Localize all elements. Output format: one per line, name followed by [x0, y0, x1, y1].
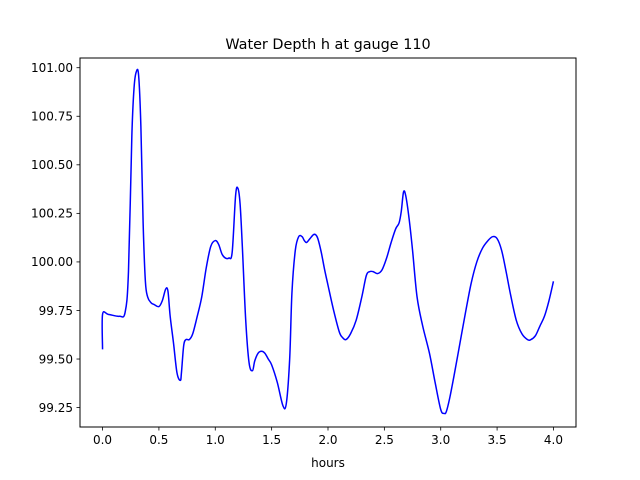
y-tick-label: 99.75: [39, 304, 73, 318]
x-tick-label: 3.5: [488, 433, 507, 447]
chart-title: Water Depth h at gauge 110: [225, 37, 430, 53]
x-tick-label: 2.5: [375, 433, 394, 447]
y-tick-label: 100.75: [31, 110, 73, 124]
x-tick-label: 1.0: [206, 433, 225, 447]
y-tick-label: 100.50: [31, 158, 73, 172]
y-tick-label: 99.50: [39, 352, 73, 366]
x-tick-label: 1.5: [262, 433, 281, 447]
x-tick-label: 0.0: [93, 433, 112, 447]
series-line-0: [101, 68, 555, 415]
x-axis-label: hours: [311, 456, 345, 470]
x-tick-label: 0.5: [149, 433, 168, 447]
plot-area: [101, 68, 555, 415]
plot-frame: [79, 57, 577, 428]
x-tick-label: 2.0: [318, 433, 337, 447]
x-tick-label: 4.0: [544, 433, 563, 447]
y-tick-label: 100.00: [31, 255, 73, 269]
y-tick-label: 100.25: [31, 207, 73, 221]
y-tick-label: 101.00: [31, 61, 73, 75]
x-tick-label: 3.0: [431, 433, 450, 447]
y-tick-label: 99.25: [39, 401, 73, 415]
axis-ticks: 0.0 0.5 1.0 1.5 2.0 2.5 3.0 3.5 4.0 99.25 99.50 99.…: [31, 61, 563, 447]
